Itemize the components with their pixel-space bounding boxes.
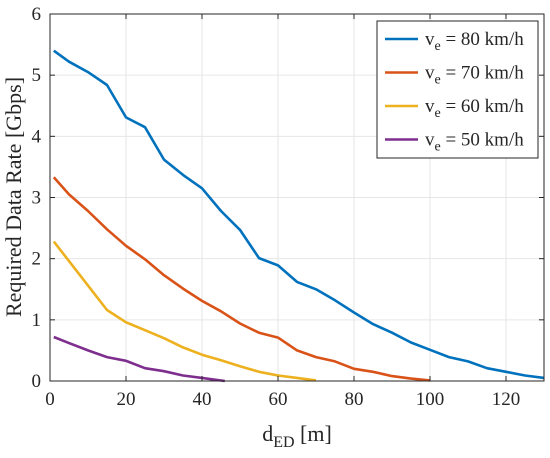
legend-label-1: ve = 80 km/h [425,29,524,54]
x-axis-label-main: d [262,421,273,446]
x-tick-label: 100 [416,389,445,410]
series-line-3 [52,240,317,382]
x-tick-label: 20 [117,389,136,410]
y-tick-label: 5 [32,65,42,86]
tick-labels: 0 20 40 60 80 100 120 0 1 2 3 4 5 6 [32,4,521,410]
x-axis-label-unit: [m] [295,421,332,446]
legend-box [376,20,539,159]
y-tick-label: 6 [32,4,42,25]
x-axis-label: dED [m] [262,421,332,451]
series-line-4 [53,335,225,383]
x-tick-label: 80 [345,389,364,410]
y-tick-label: 3 [32,188,42,209]
y-tick-label: 0 [32,371,42,392]
axis-ticks [49,13,544,382]
x-tick-label: 120 [492,389,521,410]
y-axis-label: Required Data Rate [Gbps] [1,77,26,317]
legend: ve = 80 km/h ve = 70 km/h ve = 60 km/h ve =… [376,20,539,159]
y-tick-label: 1 [32,310,42,331]
x-axis-label-subscript: ED [273,434,294,451]
y-tick-label: 4 [32,126,42,147]
x-tick-label: 40 [193,389,212,410]
legend-label-4: ve = 50 km/h [425,130,524,155]
x-tick-label: 60 [269,389,288,410]
series-line-2 [52,176,431,382]
legend-label-2: ve = 70 km/h [425,63,524,88]
legend-label-3: ve = 60 km/h [425,96,524,121]
x-tick-label: 0 [45,389,55,410]
legend-entries: ve = 80 km/h ve = 70 km/h ve = 60 km/h ve =… [385,29,524,155]
y-tick-label: 2 [32,249,42,270]
series-lines [52,49,545,383]
series-line-1 [53,49,545,380]
